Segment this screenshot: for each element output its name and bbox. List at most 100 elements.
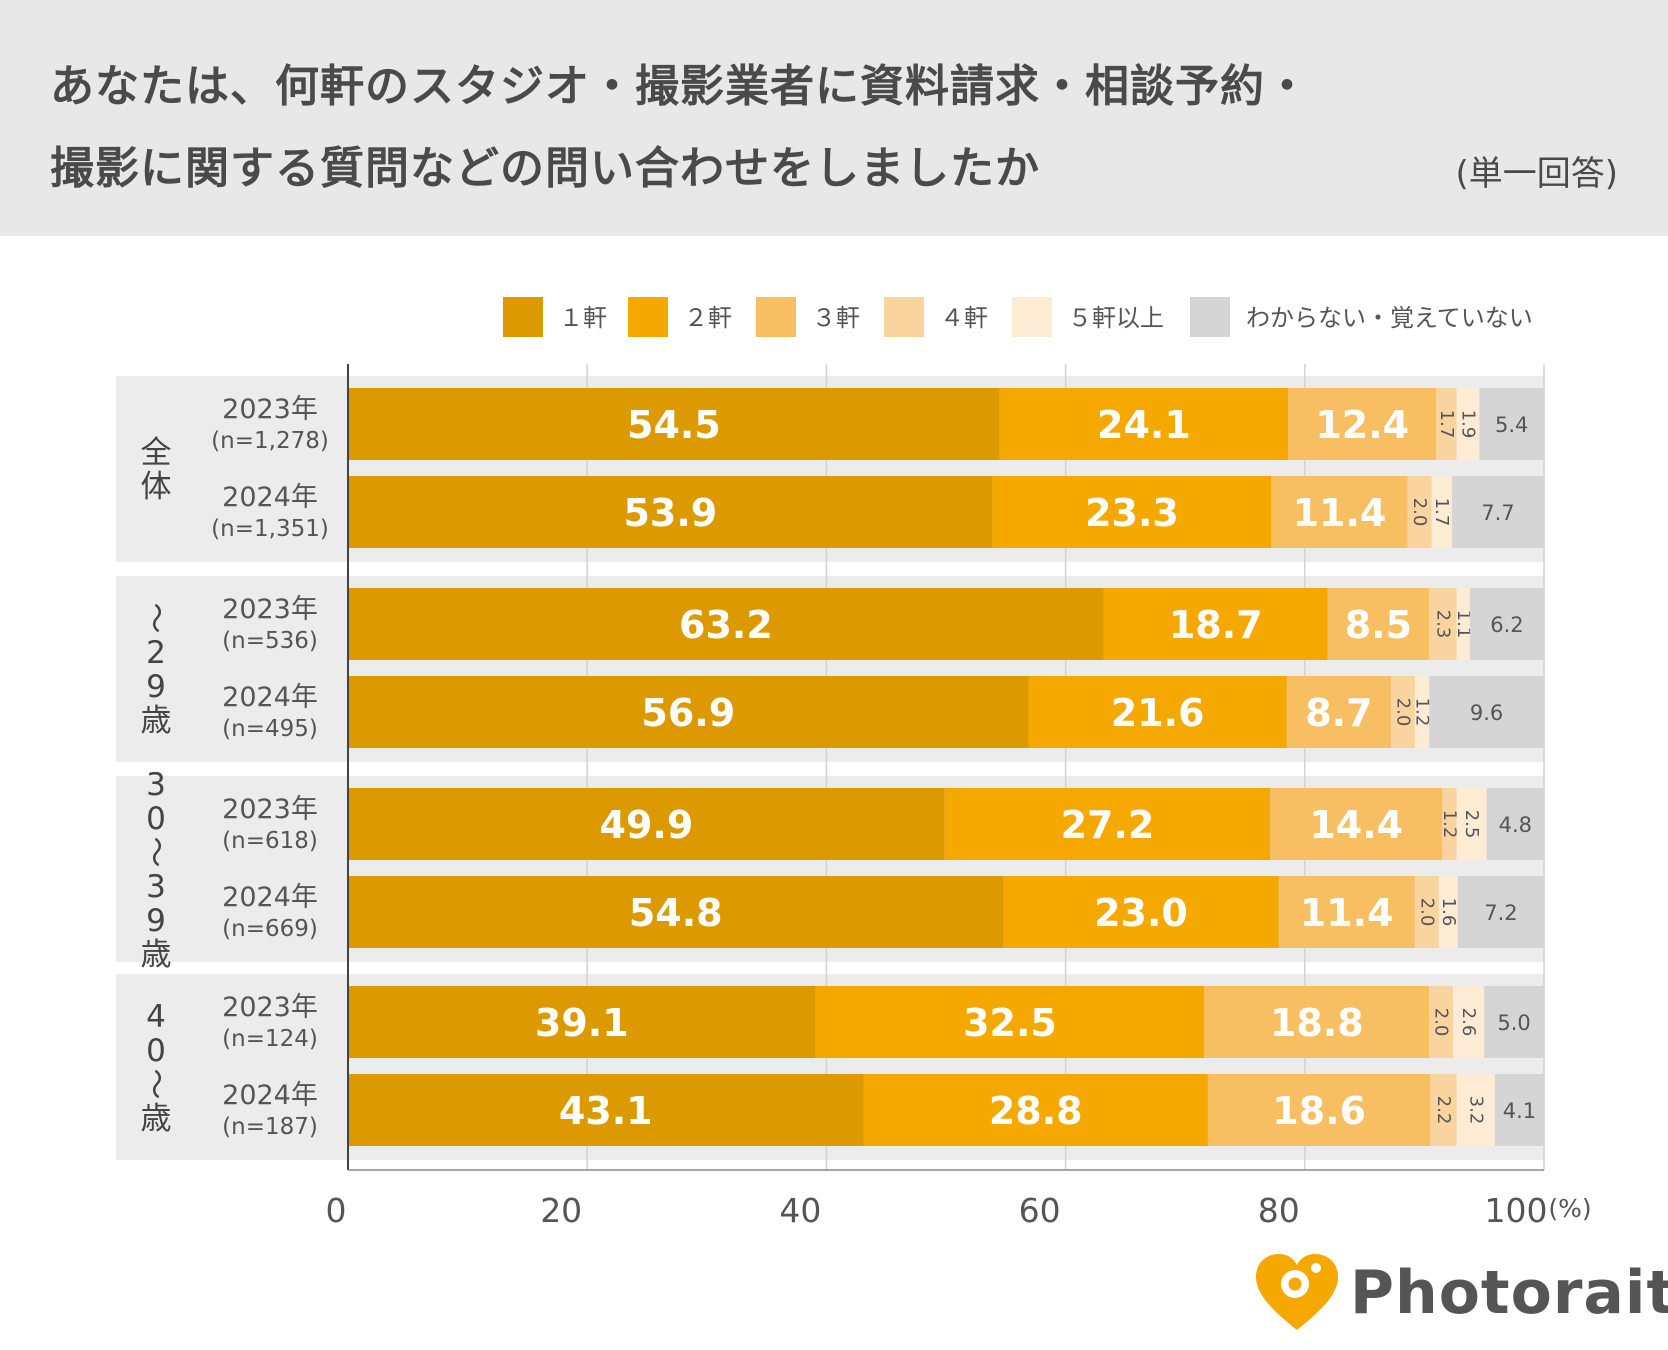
data-label: 2.0 <box>1416 898 1437 927</box>
chart-title-line-1: あなたは、何軒のスタジオ・撮影業者に資料請求・相談予約・ <box>50 61 1310 112</box>
bar-segment <box>1484 986 1544 1058</box>
data-label: 18.8 <box>1270 1001 1364 1045</box>
row-n-label: (n=124) <box>222 1026 318 1052</box>
data-label: 5.4 <box>1495 413 1528 437</box>
legend-label: ４軒 <box>940 304 988 332</box>
bar-segment <box>1436 388 1457 460</box>
bar-segment <box>1429 588 1457 660</box>
row-year-label: 2023年 <box>222 394 318 425</box>
x-tick-label: 0 <box>326 1191 347 1230</box>
data-label: 3.2 <box>1465 1096 1486 1125</box>
legend-swatch <box>628 297 668 337</box>
group-label-char: 2 <box>146 635 166 671</box>
data-label: 23.0 <box>1094 891 1188 935</box>
data-label: 63.2 <box>679 603 773 647</box>
bar-segment <box>1438 876 1458 948</box>
bar-segment <box>348 388 1000 460</box>
bar-segment <box>1456 1074 1495 1146</box>
legend-swatch <box>1012 297 1052 337</box>
row-n-label: (n=495) <box>222 716 318 742</box>
bar-segment <box>348 876 1004 948</box>
legend-label: ３軒 <box>812 304 860 332</box>
data-label: 2.2 <box>1433 1096 1454 1125</box>
row-year-label: 2024年 <box>222 682 318 713</box>
data-label: 8.5 <box>1345 603 1412 647</box>
brand-name: Photorait <box>1350 1258 1668 1328</box>
legend-swatch <box>756 297 796 337</box>
data-label: 11.4 <box>1300 891 1394 935</box>
bar-segment <box>1453 986 1485 1058</box>
legend-swatch <box>1190 297 1230 337</box>
heart-camera-icon <box>1256 1254 1338 1330</box>
bar-segment <box>348 676 1029 748</box>
data-label: 54.8 <box>629 891 723 935</box>
bar-segment <box>1414 876 1439 948</box>
data-label: 1.9 <box>1458 410 1479 439</box>
bar-segment <box>1414 676 1430 748</box>
legend-label: ２軒 <box>684 304 732 332</box>
data-label: 1.7 <box>1431 498 1452 527</box>
bar-segment <box>863 1074 1208 1146</box>
data-label: 4.8 <box>1499 813 1532 837</box>
header-banner: あなたは、何軒のスタジオ・撮影業者に資料請求・相談予約・ 撮影に関する質問などの… <box>0 0 1668 236</box>
legend-swatch <box>884 297 924 337</box>
bar-segment <box>348 588 1104 660</box>
group-label-char: 〜 <box>137 1069 173 1100</box>
bar-segment <box>348 986 816 1058</box>
group-label-char: 歳 <box>141 1101 172 1137</box>
bar-segment <box>1457 876 1544 948</box>
legend-label: １軒 <box>559 304 607 332</box>
data-label: 32.5 <box>963 1001 1057 1045</box>
data-label: 27.2 <box>1061 803 1155 847</box>
data-label: 53.9 <box>623 491 717 535</box>
data-label: 14.4 <box>1309 803 1403 847</box>
bar-segment <box>1442 788 1457 860</box>
row-n-label: (n=536) <box>222 628 318 654</box>
bar-segment <box>1278 876 1415 948</box>
bar-segment <box>1451 476 1544 548</box>
group-label-char: 体 <box>141 469 172 505</box>
data-label: 49.9 <box>600 803 694 847</box>
data-label: 18.7 <box>1169 603 1263 647</box>
data-label: 23.3 <box>1085 491 1179 535</box>
group-label-char: 3 <box>146 869 166 905</box>
data-label: 2.0 <box>1431 1008 1452 1037</box>
legend-swatch <box>503 297 543 337</box>
bar-segment <box>1271 476 1408 548</box>
chart-title-line-2: 撮影に関する質問などの問い合わせをしましたか <box>50 143 1040 194</box>
row-year-label: 2023年 <box>222 794 318 825</box>
row-n-label: (n=669) <box>222 916 318 942</box>
bar-segment <box>1270 788 1443 860</box>
bar-segment <box>1003 876 1279 948</box>
bar-segment <box>1390 676 1415 748</box>
row-year-label: 2024年 <box>222 1080 318 1111</box>
data-label: 7.7 <box>1481 501 1514 525</box>
group-label-char: 〜 <box>137 837 173 868</box>
data-label: 4.1 <box>1503 1099 1536 1123</box>
legend-label: ５軒以上 <box>1068 304 1164 332</box>
row-year-label: 2024年 <box>222 882 318 913</box>
group-label-char: 9 <box>146 669 166 705</box>
data-label: 18.6 <box>1272 1089 1366 1133</box>
legend-label: わからない・覚えていない <box>1246 304 1533 332</box>
bar-segment <box>1429 676 1544 748</box>
bar-segment <box>992 476 1272 548</box>
bar-segment <box>1204 986 1430 1058</box>
bar-segment <box>1288 388 1437 460</box>
data-label: 11.4 <box>1293 491 1387 535</box>
data-label: 2.0 <box>1392 698 1413 727</box>
data-label: 2.5 <box>1461 810 1482 839</box>
data-label: 28.8 <box>989 1089 1083 1133</box>
answer-type-note: (単一回答) <box>1455 154 1618 194</box>
bar-segment <box>1431 476 1452 548</box>
bar-segment <box>815 986 1205 1058</box>
x-tick-label: 60 <box>1019 1191 1061 1230</box>
group-label-char: 4 <box>146 999 166 1035</box>
group-label-char: 歳 <box>141 937 172 973</box>
data-label: 21.6 <box>1111 691 1205 735</box>
data-label: 7.2 <box>1484 901 1517 925</box>
bar-segment <box>1407 476 1432 548</box>
bar-segment <box>1430 1074 1457 1146</box>
bar-segment <box>1327 588 1430 660</box>
data-label: 43.1 <box>559 1089 653 1133</box>
